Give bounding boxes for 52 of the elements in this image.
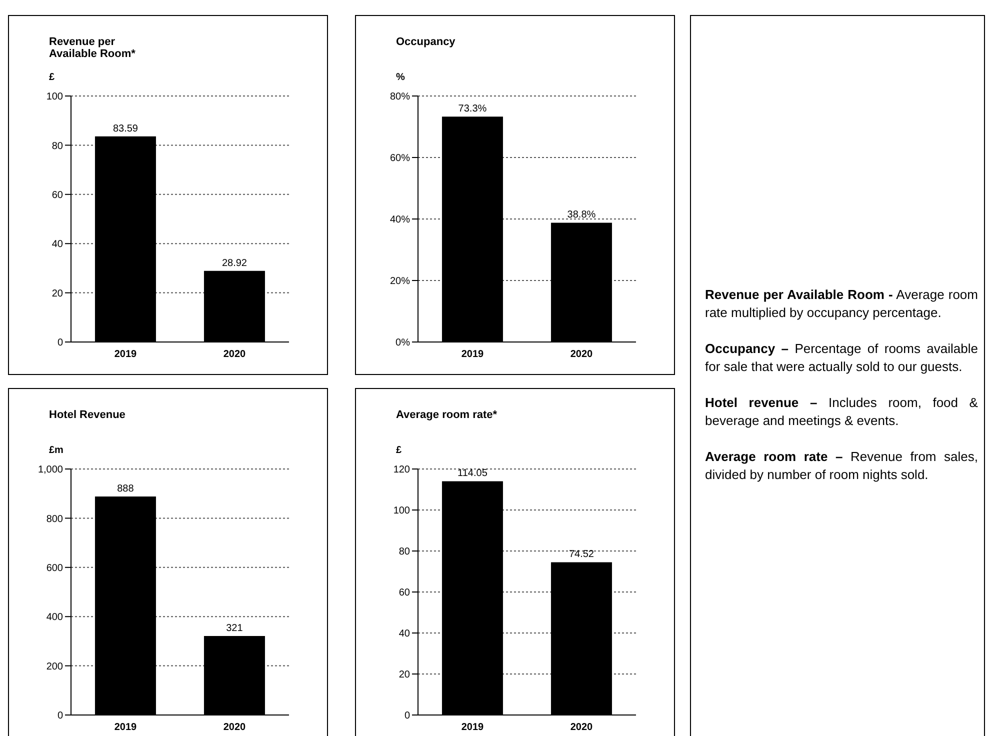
y-tick-label: 80: [398, 546, 410, 558]
chart-title: Occupancy: [396, 36, 456, 48]
y-tick-label: 400: [46, 612, 64, 624]
y-tick-label: 0%: [396, 338, 410, 349]
x-tick-label: 2019: [114, 349, 138, 360]
y-axis-title: %: [396, 72, 405, 83]
y-tick-label: 200: [46, 661, 64, 672]
y-tick-label: 60: [398, 588, 410, 599]
data-label: 38.8%: [567, 210, 596, 221]
y-tick-label: 100: [46, 92, 64, 103]
text: Hotel revenue –: [705, 395, 818, 410]
y-axis-title: £: [49, 72, 55, 83]
y-tick-label: 20: [398, 670, 410, 681]
y-axis-title: £m: [49, 445, 64, 456]
text: Revenue per Available Room -: [705, 287, 893, 302]
chart-title: Revenue per Available Room*: [49, 36, 136, 60]
chart-title: Average room rate*: [396, 409, 498, 421]
y-tick-label: 40%: [390, 214, 410, 226]
x-tick-label: 2020: [223, 722, 246, 734]
data-label: 888: [117, 484, 134, 495]
chart-title: Hotel Revenue: [49, 409, 126, 421]
x-tick-label: 2019: [461, 349, 484, 360]
y-tick-label: 80%: [390, 92, 410, 103]
data-label: 74.52: [568, 549, 594, 560]
y-tick-label: 120: [393, 464, 410, 476]
y-tick-label: 0: [57, 338, 64, 349]
y-tick-label: 20%: [390, 276, 410, 288]
y-tick-label: 80: [52, 140, 64, 152]
x-tick-label: 2020: [570, 349, 594, 360]
y-tick-label: 60: [52, 190, 64, 201]
data-label: 73.3%: [458, 104, 487, 115]
data-label: 321: [226, 623, 244, 634]
y-tick-label: 0: [404, 710, 410, 722]
y-tick-label: 1,000: [38, 464, 64, 476]
data-label: 28.92: [222, 258, 248, 269]
x-tick-label: 2019: [114, 722, 138, 734]
y-axis-title: £: [396, 445, 402, 456]
data-label: 114.05: [458, 468, 488, 480]
y-tick-label: 600: [46, 562, 64, 574]
y-tick-label: 100: [393, 506, 410, 517]
x-tick-label: 2019: [461, 722, 484, 734]
text: Occupancy –: [705, 341, 788, 356]
text: Average room rate –: [705, 449, 843, 464]
y-tick-label: 60%: [390, 153, 410, 164]
y-tick-label: 40: [398, 628, 410, 640]
y-tick-label: 0: [57, 710, 64, 722]
x-tick-label: 2020: [570, 722, 594, 734]
y-tick-label: 40: [52, 239, 64, 250]
y-tick-label: 20: [52, 288, 64, 300]
x-tick-label: 2020: [223, 349, 246, 360]
data-label: 83.59: [112, 123, 138, 134]
y-tick-label: 800: [46, 514, 64, 525]
